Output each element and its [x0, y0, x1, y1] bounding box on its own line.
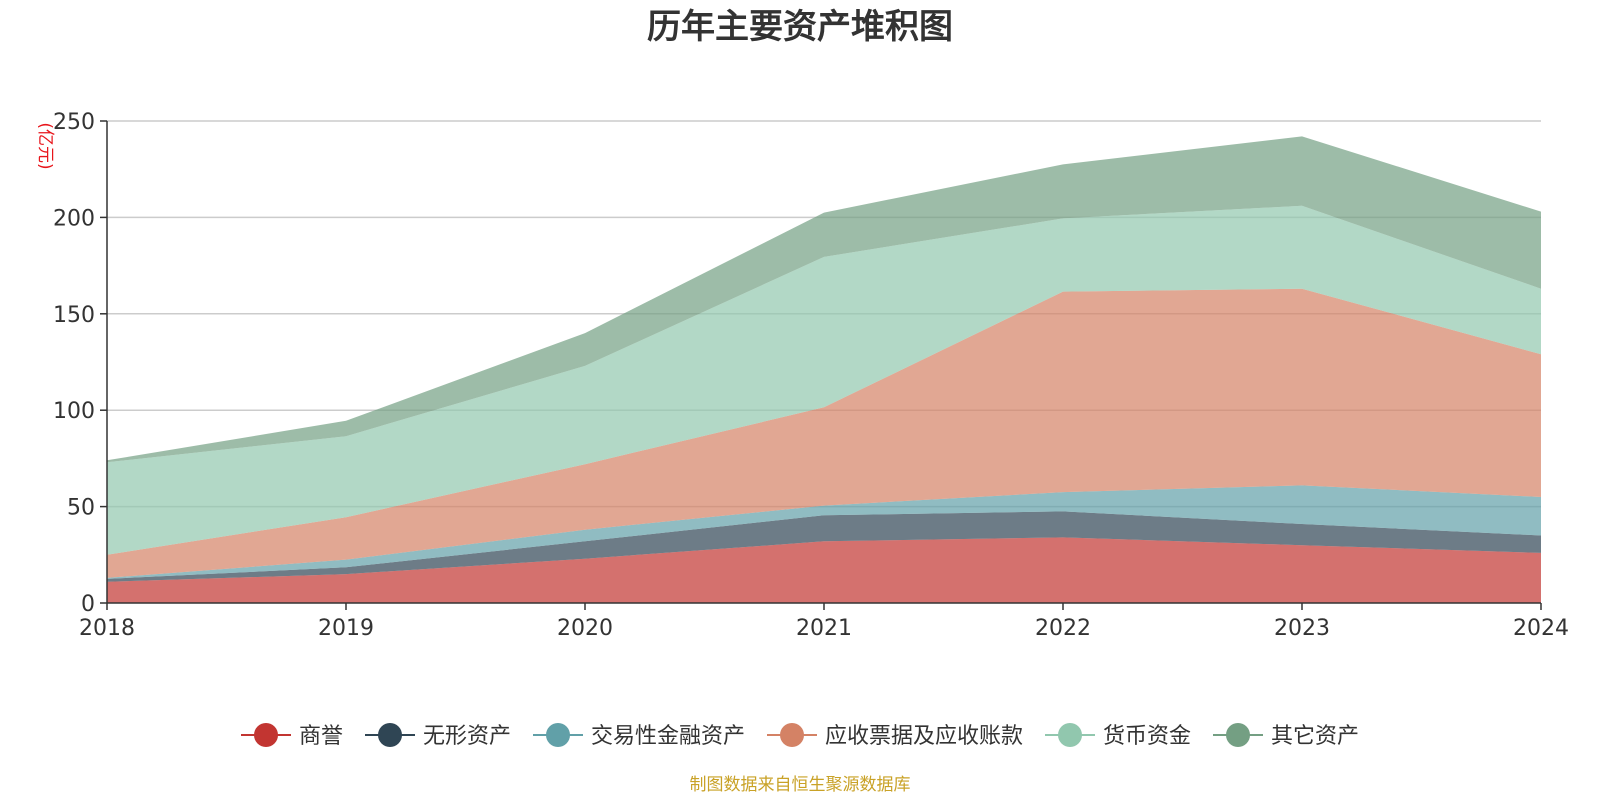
x-axis-ticks: 2018 2019 2020 2021 2022 2023 2024 [79, 603, 1569, 641]
legend-circle-icon [254, 723, 278, 747]
x-tick-label: 2020 [557, 616, 613, 641]
area-series-1 [107, 537, 1541, 603]
legend-item-6[interactable]: 其它资产 [1213, 723, 1359, 749]
legend-label: 货币资金 [1103, 724, 1191, 749]
legend-item-5[interactable]: 货币资金 [1045, 723, 1191, 749]
y-axis-unit-label: (亿元) [35, 122, 55, 169]
area-series-5 [107, 205, 1541, 555]
y-tick-label: 50 [67, 496, 95, 521]
y-tick-label: 150 [53, 303, 95, 328]
data-source-note: 制图数据来自恒生聚源数据库 [690, 775, 911, 795]
y-tick-label: 200 [53, 206, 95, 231]
legend-item-4[interactable]: 应收票据及应收账款 [767, 723, 1023, 749]
legend-circle-icon [378, 723, 402, 747]
legend-circle-icon [1226, 723, 1250, 747]
area-series-2 [107, 511, 1541, 582]
x-tick-label: 2018 [79, 616, 135, 641]
legend-label: 其它资产 [1271, 724, 1359, 749]
x-tick-label: 2022 [1035, 616, 1091, 641]
legend-label: 无形资产 [423, 724, 511, 749]
area-series-4 [107, 288, 1541, 578]
legend-circle-icon [780, 723, 804, 747]
x-tick-label: 2024 [1513, 616, 1569, 641]
legend-item-1[interactable]: 商誉 [241, 723, 343, 749]
y-axis-ticks: 0 50 100 150 200 250 [53, 110, 107, 617]
y-tick-label: 250 [53, 110, 95, 135]
legend-circle-icon [546, 723, 570, 747]
legend: 商誉 无形资产 交易性金融资产 应收票据及应收账款 货币资金 其它资产 [241, 723, 1359, 749]
y-tick-label: 0 [81, 592, 95, 617]
area-series-group [107, 136, 1541, 603]
legend-label: 商誉 [299, 724, 343, 749]
area-series-6 [107, 136, 1541, 463]
area-series-3 [107, 485, 1541, 579]
chart-title: 历年主要资产堆积图 [647, 7, 953, 47]
x-tick-label: 2021 [796, 616, 852, 641]
legend-item-3[interactable]: 交易性金融资产 [533, 723, 745, 749]
legend-label: 交易性金融资产 [591, 724, 745, 749]
legend-item-2[interactable]: 无形资产 [365, 723, 511, 749]
y-tick-label: 100 [53, 399, 95, 424]
x-tick-label: 2023 [1274, 616, 1330, 641]
legend-label: 应收票据及应收账款 [825, 724, 1023, 749]
legend-circle-icon [1058, 723, 1082, 747]
x-tick-label: 2019 [318, 616, 374, 641]
